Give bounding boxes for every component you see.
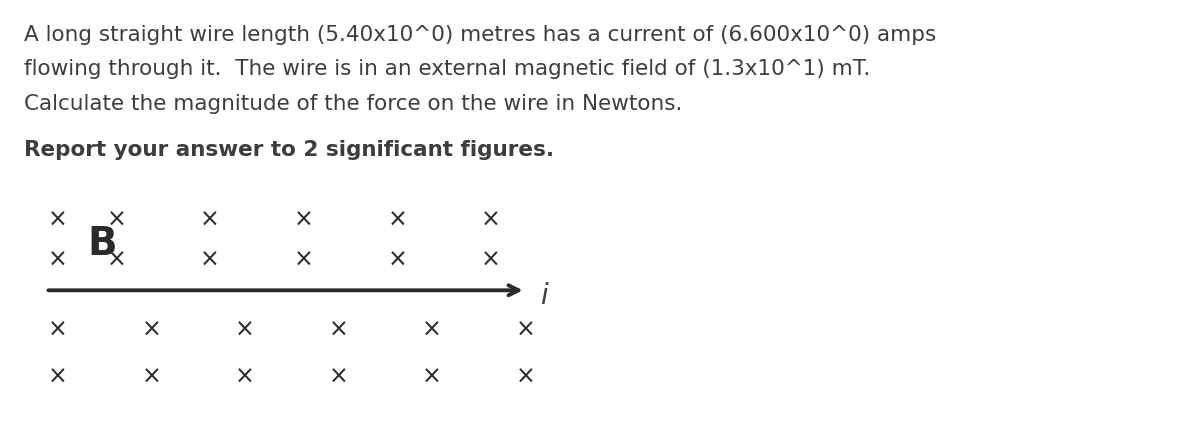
Text: A long straight wire length (5.40x10^0) metres has a current of (6.600x10^0) amp: A long straight wire length (5.40x10^0) …: [24, 25, 936, 45]
Text: ×: ×: [48, 317, 67, 341]
Text: ×: ×: [107, 207, 126, 232]
Text: ×: ×: [107, 248, 126, 272]
Text: ×: ×: [235, 317, 254, 341]
Text: ×: ×: [142, 317, 161, 341]
Text: ×: ×: [516, 364, 535, 388]
Text: Report your answer to 2 significant figures.: Report your answer to 2 significant figu…: [24, 140, 554, 160]
Text: ×: ×: [516, 317, 535, 341]
Text: ×: ×: [329, 364, 348, 388]
Text: ×: ×: [294, 248, 313, 272]
Text: flowing through it.  The wire is in an external magnetic field of (1.3x10^1) mT.: flowing through it. The wire is in an ex…: [24, 59, 870, 79]
Text: ×: ×: [388, 248, 407, 272]
Text: B: B: [88, 225, 116, 263]
Text: ×: ×: [481, 248, 500, 272]
Text: ×: ×: [422, 364, 442, 388]
Text: ×: ×: [329, 317, 348, 341]
Text: Calculate the magnitude of the force on the wire in Newtons.: Calculate the magnitude of the force on …: [24, 94, 683, 114]
Text: i: i: [540, 282, 547, 310]
Text: ×: ×: [422, 317, 442, 341]
Text: ×: ×: [200, 207, 220, 232]
Text: ×: ×: [481, 207, 500, 232]
Text: ×: ×: [235, 364, 254, 388]
Text: ×: ×: [388, 207, 407, 232]
Text: ×: ×: [200, 248, 220, 272]
Text: ×: ×: [142, 364, 161, 388]
Text: ×: ×: [294, 207, 313, 232]
Text: ×: ×: [48, 248, 67, 272]
Text: ×: ×: [48, 207, 67, 232]
Text: ×: ×: [48, 364, 67, 388]
